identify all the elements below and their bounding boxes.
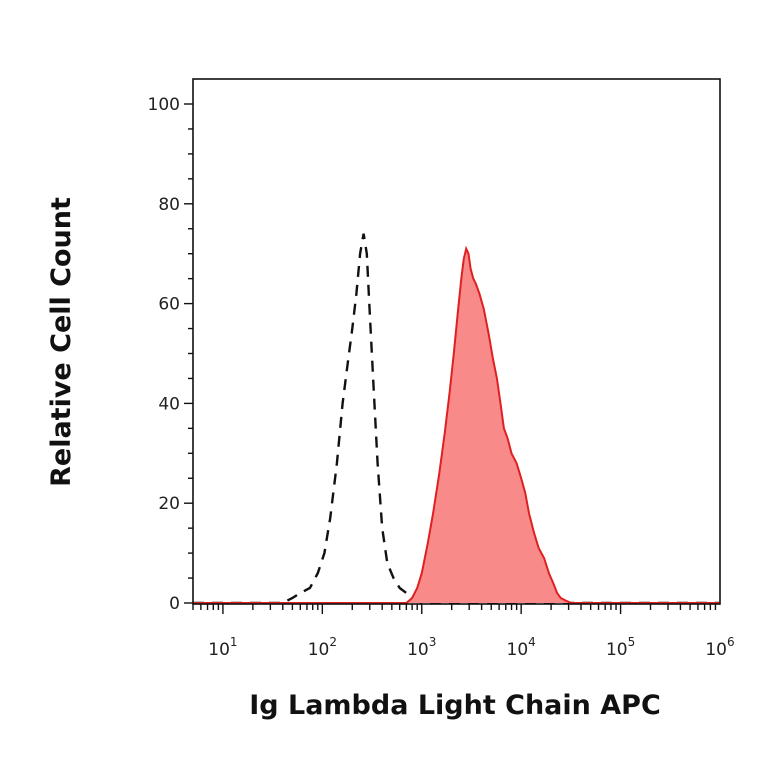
x-tick-label: 106 [705, 635, 734, 660]
x-tick-label: 103 [407, 635, 436, 660]
series-layer [193, 233, 720, 605]
y-tick-label: 40 [158, 394, 180, 414]
series-1-fill [193, 248, 720, 603]
y-tick-label: 20 [158, 494, 180, 514]
plot-frame [192, 78, 721, 605]
x-tick-label: 102 [308, 635, 337, 660]
x-tick-label: 104 [507, 635, 536, 660]
y-axis: 0 20 40 60 80 100 [148, 95, 193, 614]
y-tick-label: 60 [158, 295, 180, 315]
x-axis-title: Ig Lambda Light Chain APC [249, 690, 661, 721]
y-tick-label: 80 [158, 195, 180, 215]
y-tick-label: 0 [169, 594, 180, 614]
x-axis: 101 102 103 104 105 106 [192, 604, 735, 660]
y-axis-title: Relative Cell Count [46, 197, 77, 487]
series-1-line [193, 245, 720, 604]
y-tick-label: 100 [148, 95, 180, 115]
x-tick-label: 105 [606, 635, 635, 660]
x-tick-label: 101 [208, 635, 237, 660]
